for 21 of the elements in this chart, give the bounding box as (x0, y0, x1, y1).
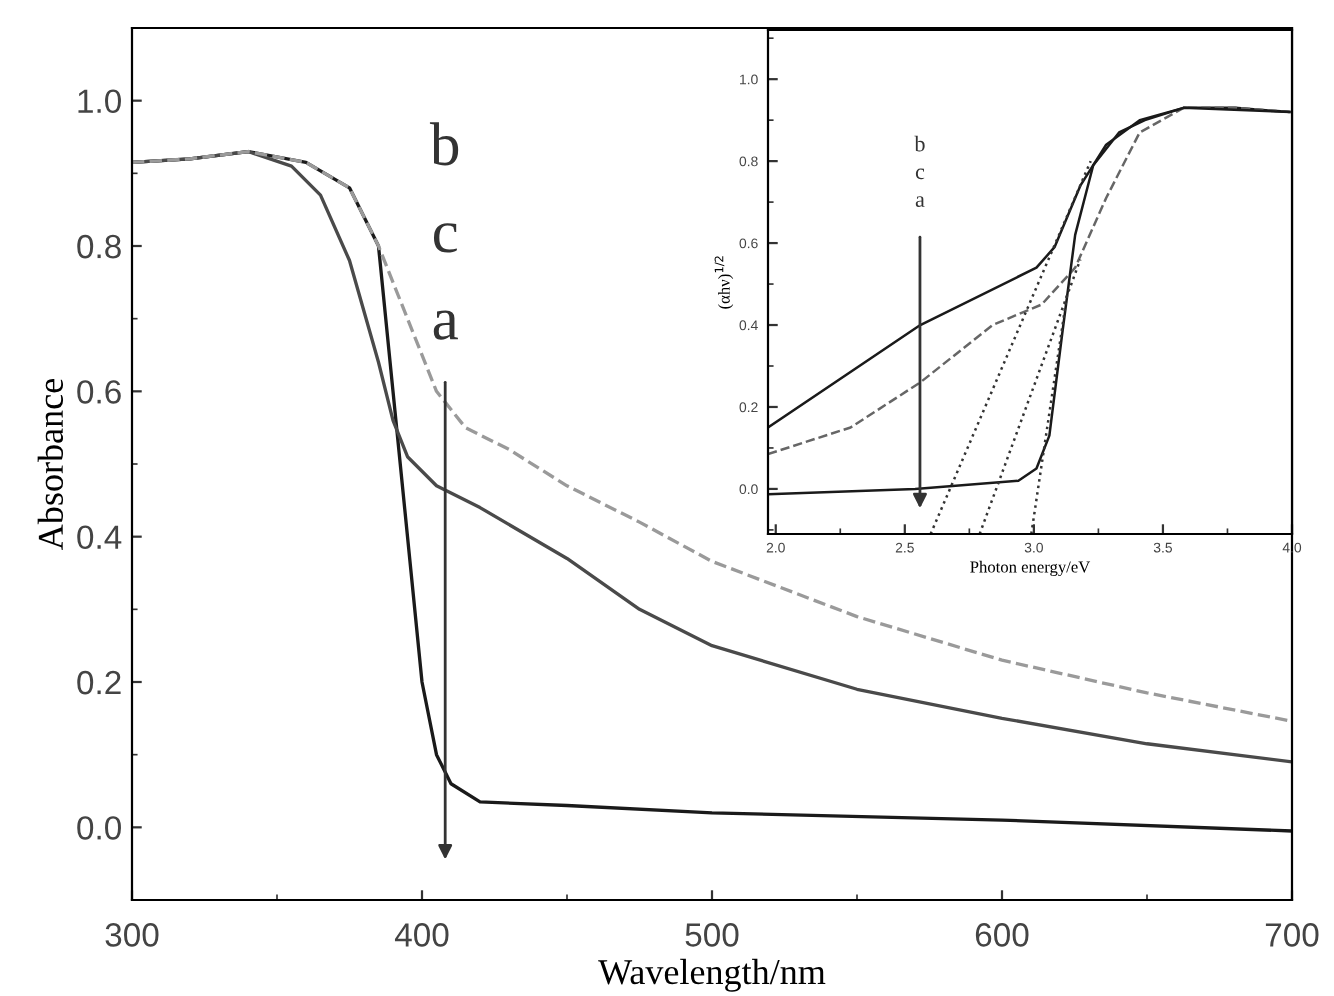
y-axis-title: (αhν)$^{1/2}$ (714, 256, 734, 309)
x-tick-label: 400 (394, 923, 449, 947)
x-tick-label: 300 (105, 923, 159, 947)
x-tick-label: 600 (975, 923, 1029, 947)
annotation: a (915, 196, 925, 207)
y-tick-label: 0.8 (77, 234, 121, 259)
x-tick-label: 500 (685, 923, 739, 947)
y-tick-label: 0.0 (77, 816, 121, 840)
annotation: b (429, 122, 459, 166)
y-tick-label: 1.0 (78, 89, 121, 114)
y-tick-label: 0.2 (77, 670, 121, 695)
annotation: b (914, 135, 925, 152)
x-axis-title: Wavelength/nm (598, 958, 826, 992)
y-tick-label: 0.6 (77, 380, 121, 404)
y-axis-title: Absorbance (37, 379, 64, 550)
y-tick-label: 0.4 (77, 525, 122, 550)
annotation: a (433, 310, 458, 340)
x-tick-label: 700 (1265, 923, 1319, 947)
annotation: c (915, 168, 925, 180)
annotation: c (433, 223, 457, 253)
x-axis-title: Photon energy/eV (970, 560, 1091, 576)
